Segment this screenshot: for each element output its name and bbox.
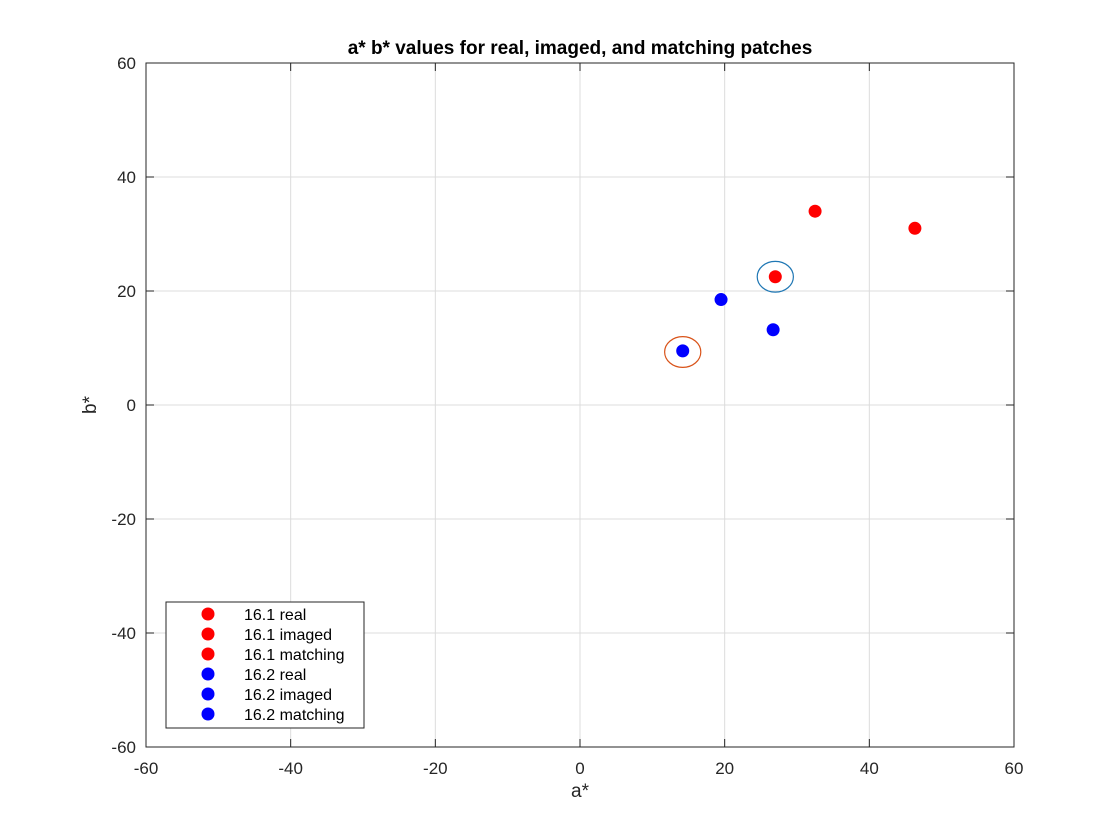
legend-marker	[201, 707, 215, 721]
y-axis-label: b*	[80, 395, 101, 414]
legend-marker	[201, 687, 215, 701]
y-tick-label: 60	[117, 54, 136, 73]
data-point	[766, 323, 780, 337]
legend-marker	[201, 607, 215, 621]
data-point	[714, 293, 728, 307]
legend-marker	[201, 647, 215, 661]
highlight-ellipse	[756, 260, 794, 293]
y-tick-label: -40	[111, 624, 136, 643]
highlight-ellipses	[664, 260, 794, 368]
y-tick-label: -20	[111, 510, 136, 529]
legend-label: 16.1 real	[244, 607, 306, 624]
legend: 16.1 real 16.1 imaged 16.1 matching 16.2 re…	[165, 601, 365, 729]
chart-title: a* b* values for real, imaged, and match…	[348, 38, 813, 59]
legend-marker	[201, 627, 215, 641]
data-points	[676, 204, 922, 358]
legend-label: 16.2 imaged	[244, 687, 332, 704]
x-tick-label: -20	[423, 759, 448, 778]
highlight-ellipse	[664, 335, 702, 368]
x-axis-label: a*	[571, 781, 590, 802]
legend-marker	[201, 667, 215, 681]
x-tick-label: -40	[278, 759, 303, 778]
legend-label: 16.1 imaged	[244, 627, 332, 644]
x-tick-label: 0	[575, 759, 584, 778]
y-tick-label: 40	[117, 168, 136, 187]
y-tick-label: 0	[127, 396, 136, 415]
x-tick-label: 20	[715, 759, 734, 778]
data-point	[808, 204, 822, 218]
y-tick-label: -60	[111, 738, 136, 757]
x-tick-label: -60	[134, 759, 159, 778]
data-point	[676, 344, 690, 358]
x-tick-label: 60	[1005, 759, 1024, 778]
axis-ticks: -60 -40 -20 0 20 40 60 -60 -40 -20 0 20 40 60	[111, 54, 1023, 778]
legend-label: 16.2 real	[244, 667, 306, 684]
legend-box	[165, 601, 365, 729]
x-tick-label: 40	[860, 759, 879, 778]
data-point	[908, 221, 922, 235]
legend-label: 16.1 matching	[244, 647, 345, 664]
y-tick-label: 20	[117, 282, 136, 301]
legend-label: 16.2 matching	[244, 707, 345, 724]
data-point	[768, 270, 782, 284]
